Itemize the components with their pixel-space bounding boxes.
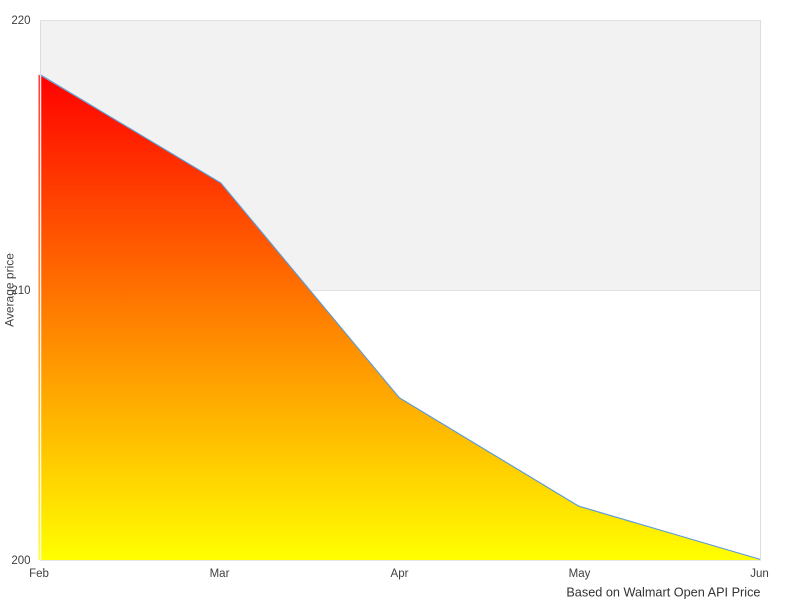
svg-text:200: 200 [11,555,30,567]
svg-text:Jun: Jun [750,568,769,580]
svg-text:220: 220 [11,15,30,27]
svg-text:May: May [569,568,591,580]
svg-text:Mar: Mar [210,568,230,580]
svg-text:Apr: Apr [391,568,409,580]
svg-text:Average price: Average price [3,253,17,327]
svg-text:210: 210 [11,285,30,297]
svg-text:Feb: Feb [29,568,49,580]
svg-text:Based on Walmart Open API Pric: Based on Walmart Open API Price [566,586,760,600]
